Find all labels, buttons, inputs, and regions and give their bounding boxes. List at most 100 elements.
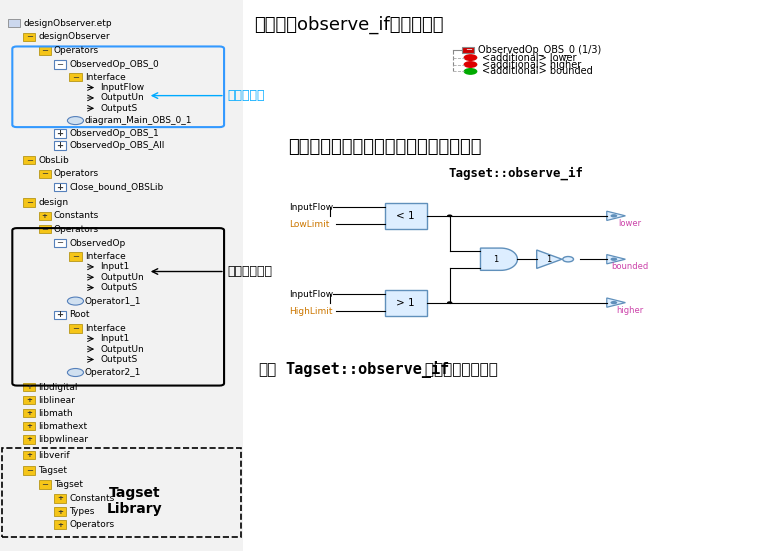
Text: Operator1_1: Operator1_1 <box>85 296 141 306</box>
FancyBboxPatch shape <box>385 203 427 229</box>
Text: OutputUn: OutputUn <box>100 93 144 102</box>
Text: Constants: Constants <box>54 211 99 220</box>
Text: −: − <box>25 155 33 165</box>
Text: OutputS: OutputS <box>100 355 137 364</box>
FancyBboxPatch shape <box>23 435 35 444</box>
Circle shape <box>68 368 83 377</box>
Text: Interface: Interface <box>85 252 126 261</box>
Text: Input1: Input1 <box>100 334 129 343</box>
Text: 对应一个条件实例: 对应一个条件实例 <box>420 362 497 377</box>
FancyBboxPatch shape <box>54 129 66 138</box>
FancyBboxPatch shape <box>54 239 66 247</box>
Polygon shape <box>607 211 625 221</box>
FancyBboxPatch shape <box>23 396 35 404</box>
FancyBboxPatch shape <box>38 481 51 489</box>
Text: +: + <box>56 129 64 138</box>
Text: <additional> bounded: <additional> bounded <box>482 66 593 76</box>
Text: −: − <box>41 46 49 55</box>
Text: 使用三个observe_if添加观测点: 使用三个observe_if添加观测点 <box>254 15 444 34</box>
FancyBboxPatch shape <box>23 409 35 418</box>
Text: Interface: Interface <box>85 324 126 333</box>
Text: OutputUn: OutputUn <box>100 273 144 282</box>
FancyBboxPatch shape <box>23 33 35 41</box>
FancyBboxPatch shape <box>23 198 35 207</box>
Text: −: − <box>25 33 33 41</box>
Text: Close_bound_OBSLib: Close_bound_OBSLib <box>69 182 163 191</box>
FancyBboxPatch shape <box>54 507 66 516</box>
Text: ObservedOp_OBS_0 (1/3): ObservedOp_OBS_0 (1/3) <box>478 44 601 55</box>
FancyBboxPatch shape <box>69 324 82 332</box>
Text: bounded: bounded <box>611 263 648 272</box>
Text: −: − <box>464 45 472 54</box>
Text: −: − <box>41 480 49 489</box>
Text: HighLimit: HighLimit <box>289 306 332 316</box>
Text: +: + <box>57 521 63 528</box>
Text: +: + <box>56 182 64 191</box>
Text: libmath: libmath <box>38 409 73 418</box>
Circle shape <box>611 301 618 304</box>
Text: ObservedOp_OBS_0: ObservedOp_OBS_0 <box>69 60 159 69</box>
Text: −: − <box>41 225 49 234</box>
Text: designObserver.etp: designObserver.etp <box>23 19 112 28</box>
FancyBboxPatch shape <box>54 311 66 319</box>
Circle shape <box>464 68 477 75</box>
Text: InputFlow: InputFlow <box>289 290 333 299</box>
Text: Tagset::observe_if: Tagset::observe_if <box>285 361 449 378</box>
FancyBboxPatch shape <box>54 60 66 69</box>
FancyBboxPatch shape <box>54 183 66 191</box>
Text: −: − <box>72 72 79 82</box>
Text: Constants: Constants <box>69 494 115 503</box>
Text: <additional> lower: <additional> lower <box>482 53 577 62</box>
Text: +: + <box>56 310 64 320</box>
FancyBboxPatch shape <box>54 494 66 503</box>
FancyBboxPatch shape <box>0 0 243 551</box>
Text: Root: Root <box>69 310 90 320</box>
FancyBboxPatch shape <box>69 73 82 81</box>
Text: +: + <box>26 452 32 458</box>
Text: +: + <box>57 509 63 514</box>
Text: +: + <box>26 410 32 416</box>
Text: liblinear: liblinear <box>38 395 75 405</box>
Polygon shape <box>607 254 625 264</box>
Circle shape <box>447 215 453 217</box>
Text: ObsLib: ObsLib <box>38 155 69 165</box>
Text: 观察操作符: 观察操作符 <box>227 89 265 102</box>
Text: Operator2_1: Operator2_1 <box>85 368 141 377</box>
Text: Operators: Operators <box>69 520 115 529</box>
FancyBboxPatch shape <box>462 47 474 53</box>
Text: −: − <box>41 169 49 179</box>
Text: Tagset
Library: Tagset Library <box>107 486 162 517</box>
FancyBboxPatch shape <box>54 520 66 529</box>
Text: 每个: 每个 <box>258 362 276 377</box>
FancyBboxPatch shape <box>69 252 82 261</box>
Text: libdigital: libdigital <box>38 383 78 392</box>
Text: libmathext: libmathext <box>38 422 88 431</box>
Circle shape <box>447 301 453 304</box>
Text: ObservedOp: ObservedOp <box>69 238 126 248</box>
FancyBboxPatch shape <box>54 142 66 150</box>
Text: +: + <box>26 397 32 403</box>
Text: OutputS: OutputS <box>100 283 137 292</box>
FancyBboxPatch shape <box>38 170 51 178</box>
Text: < 1: < 1 <box>397 211 415 221</box>
Text: 无输出：不需要合并被观察操作符的输出: 无输出：不需要合并被观察操作符的输出 <box>288 138 482 156</box>
Text: −: − <box>72 324 79 333</box>
Text: −: − <box>56 60 64 69</box>
FancyBboxPatch shape <box>23 156 35 164</box>
Polygon shape <box>607 298 625 307</box>
Circle shape <box>464 54 477 61</box>
Text: +: + <box>26 436 32 442</box>
Text: ObservedOp_OBS_All: ObservedOp_OBS_All <box>69 141 165 150</box>
Text: higher: higher <box>616 306 644 315</box>
Text: OutputS: OutputS <box>100 104 137 113</box>
Text: diagram_Main_OBS_0_1: diagram_Main_OBS_0_1 <box>85 116 192 125</box>
FancyBboxPatch shape <box>385 290 427 316</box>
FancyBboxPatch shape <box>23 451 35 460</box>
Text: +: + <box>57 495 63 502</box>
Text: Tagset: Tagset <box>38 466 68 475</box>
FancyBboxPatch shape <box>23 466 35 474</box>
Text: LowLimit: LowLimit <box>289 220 329 229</box>
Text: −: − <box>72 252 79 261</box>
Text: Types: Types <box>69 507 95 516</box>
Circle shape <box>464 61 477 68</box>
